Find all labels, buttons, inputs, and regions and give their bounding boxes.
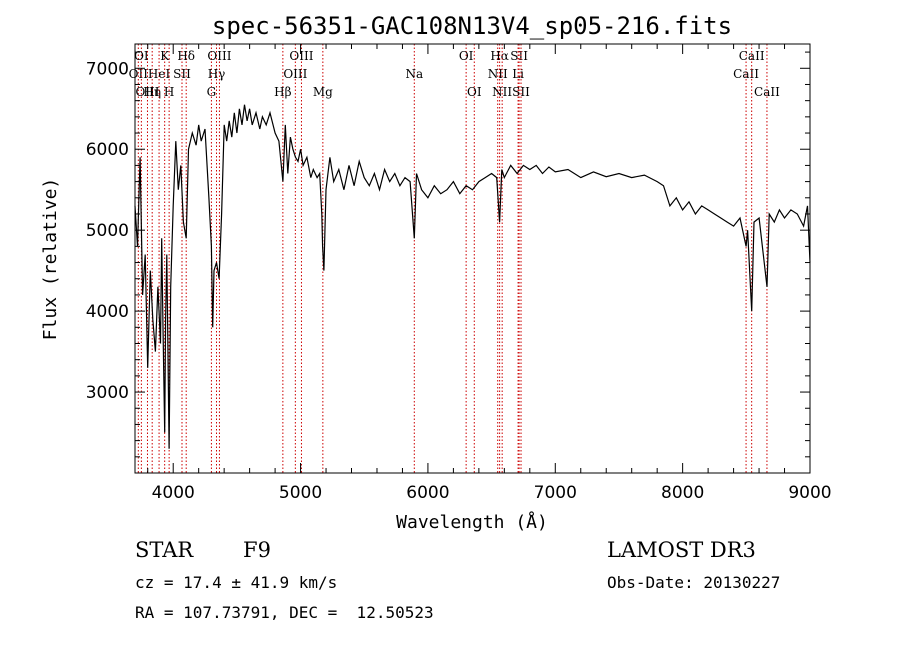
- y-tick-label-3: 6000: [86, 140, 129, 160]
- line-label-18: OI: [467, 85, 482, 99]
- line-label-25: CaII: [733, 67, 759, 81]
- chart-title: spec-56351-GAC108N13V4_sp05-216.fits: [212, 12, 732, 40]
- y-tick-label-4: 7000: [86, 59, 129, 79]
- spectrum-line: [134, 104, 811, 449]
- line-label-26: CaII: [739, 49, 765, 63]
- line-label-20: Hα: [490, 49, 509, 63]
- line-label-4: HeI: [148, 67, 171, 81]
- axes: 4000 5000 6000 7000 8000 9000 3000 4000 5000 6000…: [86, 44, 832, 503]
- observation-date: Obs-Date: 20130227: [607, 573, 781, 592]
- object-subclass: F9: [243, 538, 271, 562]
- x-tick-label-1: 5000: [279, 483, 322, 503]
- survey-label: LAMOST DR3: [607, 538, 756, 562]
- line-label-27: CaII: [754, 85, 780, 99]
- x-tick-label-4: 8000: [661, 483, 704, 503]
- line-label-0: OII: [129, 67, 149, 81]
- redshift-text: cz = 17.4 ± 41.9 km/s: [135, 573, 338, 592]
- plot-frame: [134, 43, 811, 474]
- line-label-3: Hη: [143, 85, 161, 99]
- x-tick-label-2: 6000: [406, 483, 449, 503]
- line-label-19: NII: [488, 67, 508, 81]
- line-label-5: K: [160, 49, 170, 63]
- line-label-16: Na: [405, 67, 423, 81]
- line-label-14: OIII: [289, 49, 313, 63]
- line-label-22: Li: [512, 67, 524, 81]
- line-label-12: Hβ: [274, 85, 291, 99]
- y-tick-label-0: 3000: [86, 383, 129, 403]
- object-class: STAR: [135, 538, 194, 562]
- line-label-13: OIII: [283, 67, 307, 81]
- line-label-1: OI: [134, 49, 149, 63]
- line-label-7: SII: [173, 67, 191, 81]
- line-label-11: OIII: [207, 49, 231, 63]
- line-label-6: H: [164, 85, 174, 99]
- y-tick-label-1: 4000: [86, 302, 129, 322]
- line-markers: OIIOIOIIIHηHeIKHSIIHδGHγOIIIHβOIIIOIIIMg…: [129, 44, 780, 473]
- line-label-21: NII: [492, 85, 512, 99]
- line-label-9: G: [207, 85, 217, 99]
- coordinates-text: RA = 107.73791, DEC = 12.50523: [135, 603, 434, 622]
- line-label-23: SII: [510, 49, 528, 63]
- x-tick-label-3: 7000: [534, 483, 577, 503]
- line-label-8: Hδ: [177, 49, 195, 63]
- line-label-17: OI: [459, 49, 474, 63]
- x-tick-label-0: 4000: [152, 483, 195, 503]
- y-tick-label-2: 5000: [86, 221, 129, 241]
- line-label-15: Mg: [313, 85, 333, 99]
- x-tick-label-5: 9000: [788, 483, 831, 503]
- line-label-10: Hγ: [208, 67, 226, 81]
- line-label-2: OIII: [135, 85, 159, 99]
- line-label-24: SII: [512, 85, 530, 99]
- y-axis-label: Flux (relative): [40, 178, 61, 341]
- x-axis-label: Wavelength (Å): [396, 511, 548, 533]
